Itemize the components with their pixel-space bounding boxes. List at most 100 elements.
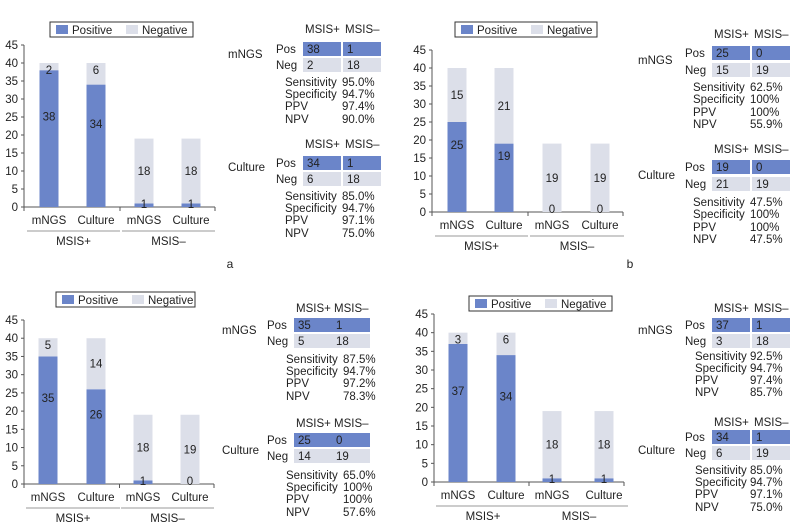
group-label: MSIS–: [151, 236, 186, 248]
panel-label: b: [627, 257, 634, 271]
stat-name: NPV: [285, 114, 309, 126]
stat-name: PPV: [285, 215, 308, 227]
stat-value: 97.2%: [343, 378, 376, 390]
table-cell: [343, 42, 381, 56]
table-cell: [343, 58, 381, 72]
table-cell: [294, 334, 332, 348]
data-label-negative: 6: [503, 335, 509, 347]
y-tick-label: 5: [12, 461, 18, 473]
y-tick-label: 15: [5, 424, 18, 436]
bar-positive: [181, 203, 201, 207]
bar-negative: [496, 332, 516, 356]
data-label-negative: 19: [594, 173, 607, 185]
table-column-header: MSIS+: [714, 303, 749, 315]
bar-negative: [134, 138, 154, 204]
table-cell: [752, 46, 790, 60]
y-tick-label: 15: [415, 421, 428, 433]
stat-value: 94.7%: [343, 366, 376, 378]
table-cell-value: 3: [716, 336, 722, 348]
x-tick-label: mNGS: [126, 492, 161, 504]
table-column-header: MSIS+: [305, 139, 340, 151]
table-column-header: MSIS–: [345, 24, 380, 36]
data-label-positive: 35: [42, 393, 55, 405]
stat-value: 47.5%: [750, 234, 783, 246]
stat-value: 75.0%: [750, 502, 783, 514]
bar-negative: [133, 414, 153, 481]
data-label-positive: 1: [601, 474, 607, 486]
table-method-label: mNGS: [638, 55, 673, 67]
bar-positive: [86, 389, 106, 484]
chart-panel-a: Positive Negative051015202530354045238mNG…: [5, 21, 381, 271]
panel-label: a: [227, 257, 234, 271]
data-label-negative: 18: [137, 443, 150, 455]
data-label-positive: 1: [549, 474, 555, 486]
data-label-positive: 19: [498, 151, 511, 163]
table-cell-value: 0: [336, 435, 342, 447]
y-tick-label: 30: [415, 365, 428, 377]
stat-name: PPV: [286, 494, 309, 506]
y-tick-label: 35: [415, 346, 428, 358]
bar-negative: [180, 414, 200, 484]
bar-positive: [594, 478, 614, 482]
bar-positive: [494, 143, 514, 212]
data-label-negative: 2: [46, 65, 52, 77]
data-label-positive: 1: [188, 199, 194, 211]
contingency-table-culture: Culture MSIS+ MSIS– Pos 34 1 Neg 6 19 Sensitivity…: [638, 417, 790, 514]
table-method-label: mNGS: [228, 49, 263, 61]
stat-value: 97.1%: [342, 215, 375, 227]
y-tick-label: 15: [413, 153, 426, 165]
x-tick-label: Culture: [585, 490, 622, 502]
bar-positive: [542, 478, 562, 482]
table-cell: [303, 42, 341, 56]
x-tick-label: Culture: [172, 215, 209, 227]
y-tick-label: 5: [420, 189, 426, 201]
contingency-table-culture: Culture MSIS+ MSIS– Pos 25 0 Neg 14 19 Sensitivit…: [222, 418, 376, 519]
stat-name: PPV: [693, 107, 716, 119]
y-tick-label: 0: [420, 207, 426, 219]
y-tick-label: 0: [12, 202, 18, 214]
bar-positive: [447, 122, 467, 212]
data-label-positive: 1: [140, 476, 146, 488]
stat-value: 47.5%: [750, 197, 783, 209]
table-cell: [752, 63, 790, 77]
stat-value: 100%: [750, 107, 779, 119]
legend-label-negative: Negative: [142, 25, 187, 37]
table-column-header: MSIS+: [714, 144, 749, 156]
table-cell-value: 5: [298, 336, 304, 348]
data-label-positive: 25: [451, 140, 464, 152]
bar-positive: [39, 70, 59, 207]
table-cell: [752, 160, 790, 174]
stat-name: Specificity: [285, 203, 337, 215]
table-cell: [712, 177, 750, 191]
table-cell: [332, 433, 370, 447]
stat-value: 65.0%: [343, 470, 376, 482]
stat-name: Sensitivity: [286, 354, 338, 366]
contingency-table-mngs: mNGS MSIS+ MSIS– Pos 25 0 Neg 15 19 Sensitivity 62…: [638, 29, 790, 131]
x-tick-label: mNGS: [535, 220, 570, 232]
table-cell-value: 25: [716, 48, 729, 60]
chart-panel-b: Positive Negative0510152025303540451525mN…: [413, 21, 790, 271]
stat-value: 87.5%: [343, 354, 376, 366]
bar-negative: [542, 143, 562, 212]
y-tick-label: 5: [12, 184, 18, 196]
legend-swatch-negative: [132, 295, 144, 304]
legend-label-negative: Negative: [547, 25, 592, 37]
data-label-negative: 21: [498, 101, 511, 113]
data-label-negative: 19: [546, 173, 559, 185]
table-method-label: Culture: [228, 162, 265, 174]
legend-box: [55, 291, 196, 308]
stat-value: 55.9%: [750, 119, 783, 131]
data-label-positive: 0: [187, 476, 193, 488]
table-cell-value: 0: [756, 48, 762, 60]
table-cell: [303, 172, 341, 186]
data-label-negative: 19: [184, 444, 197, 456]
table-cell-value: 2: [307, 60, 313, 72]
stat-name: Specificity: [285, 89, 337, 101]
stat-name: NPV: [693, 234, 717, 246]
stat-name: Sensitivity: [285, 191, 337, 203]
bar-positive: [448, 343, 468, 482]
table-cell-value: 0: [756, 162, 762, 174]
x-tick-label: Culture: [171, 492, 208, 504]
x-tick-label: Culture: [77, 215, 114, 227]
table-cell-value: 19: [756, 179, 769, 191]
